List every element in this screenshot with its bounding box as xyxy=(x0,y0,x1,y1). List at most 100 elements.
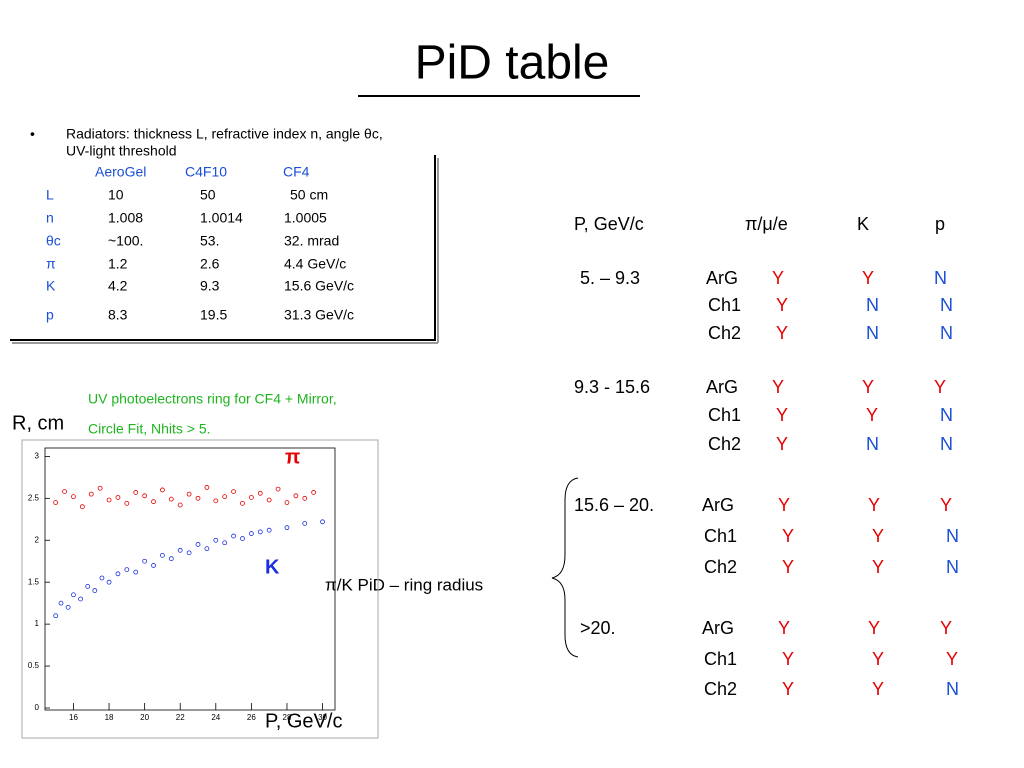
pid-cell: Y xyxy=(772,377,784,397)
point xyxy=(53,500,59,505)
pid-cell: N xyxy=(946,526,959,546)
pid-range: 9.3 - 15.6 xyxy=(574,377,650,397)
radiator-label: θc xyxy=(46,233,61,249)
point xyxy=(293,493,299,499)
radiator-label: K xyxy=(46,278,56,294)
point xyxy=(284,500,290,505)
x-tick-label: 30 xyxy=(318,713,327,722)
x-tick-label: 28 xyxy=(283,713,292,722)
radiator-cell: 50 cm xyxy=(290,187,328,203)
pid-detector: ArG xyxy=(706,377,738,397)
x-axis-label: P, GeV/c xyxy=(265,710,342,732)
point xyxy=(311,490,317,495)
pid-cell: Y xyxy=(782,526,794,546)
pid-detector: Ch2 xyxy=(708,323,741,343)
point xyxy=(124,500,130,506)
pid-cell: N xyxy=(940,434,953,454)
point xyxy=(302,521,308,526)
radiator-cell: 4.4 GeV/c xyxy=(284,256,346,272)
radiator-cell: 53. xyxy=(200,233,219,249)
pid-cell: Y xyxy=(776,434,788,454)
pid-cell: Y xyxy=(782,557,794,577)
point xyxy=(62,489,67,495)
point xyxy=(231,533,236,539)
pid-cell: N xyxy=(946,557,959,577)
point xyxy=(231,489,236,495)
point xyxy=(257,529,263,535)
pid-cell: N xyxy=(866,434,879,454)
point xyxy=(92,588,98,593)
pid-cell: Y xyxy=(778,495,790,515)
point xyxy=(106,579,112,585)
point xyxy=(177,502,183,508)
pid-cell: N xyxy=(940,405,953,425)
radiator-cell: 1.008 xyxy=(108,210,143,226)
radiator-header: CF4 xyxy=(283,164,310,180)
y-axis-label: R, cm xyxy=(12,412,64,434)
point xyxy=(266,527,272,533)
radiator-cell: 19.5 xyxy=(200,307,227,323)
pid-detector: ArG xyxy=(702,495,734,515)
pid-header: π/μ/e xyxy=(745,214,788,234)
pid-detector: Ch2 xyxy=(704,557,737,577)
plot-frame xyxy=(21,439,379,739)
point xyxy=(186,550,192,556)
pid-cell: Y xyxy=(776,295,788,315)
point xyxy=(248,495,254,500)
bullet-text: UV-light threshold xyxy=(66,143,177,159)
point xyxy=(248,531,254,536)
pid-detector: Ch2 xyxy=(708,434,741,454)
point xyxy=(302,495,308,501)
radiator-label: π xyxy=(46,256,56,272)
point xyxy=(284,525,290,531)
point xyxy=(124,567,130,573)
point xyxy=(204,485,210,490)
x-tick-label: 26 xyxy=(247,713,256,722)
point xyxy=(133,569,139,575)
brace xyxy=(551,477,579,658)
pid-cell: N xyxy=(934,268,947,288)
point xyxy=(53,613,59,619)
y-tick-label: 1.5 xyxy=(28,577,40,586)
x-tick-label: 22 xyxy=(176,713,185,722)
radiator-cell: 1.2 xyxy=(108,256,128,272)
x-tick-label: 24 xyxy=(211,713,220,722)
point xyxy=(320,519,325,525)
radiator-header: AeroGel xyxy=(95,164,146,180)
radiator-cell: ~100. xyxy=(108,233,143,249)
pid-cell: N xyxy=(946,679,959,699)
pid-cell: Y xyxy=(934,377,946,397)
pid-cell: Y xyxy=(862,268,874,288)
point xyxy=(142,558,148,564)
y-tick-label: 2.5 xyxy=(28,493,40,502)
pid-range: >20. xyxy=(580,618,616,638)
pid-cell: Y xyxy=(868,618,880,638)
plot-annotation: UV photoelectrons ring for CF4 + Mirror, xyxy=(88,391,337,407)
point xyxy=(88,491,94,497)
radiator-cell: 1.0014 xyxy=(200,210,243,226)
pid-cell: Y xyxy=(868,495,880,515)
pid-cell: Y xyxy=(778,618,790,638)
pid-header: P, GeV/c xyxy=(574,214,644,234)
x-tick-label: 18 xyxy=(105,713,114,722)
point xyxy=(58,600,64,606)
pid-header: K xyxy=(857,214,869,234)
pid-cell: Y xyxy=(872,526,884,546)
pid-detector: ArG xyxy=(702,618,734,638)
y-tick-label: 3 xyxy=(35,451,40,460)
pid-cell: Y xyxy=(772,268,784,288)
radiator-cell: 50 xyxy=(200,187,216,203)
point xyxy=(168,556,174,562)
point xyxy=(195,542,201,547)
radiator-label: L xyxy=(46,187,54,203)
point xyxy=(257,490,263,496)
y-tick-label: 2 xyxy=(35,535,40,544)
y-tick-label: 0.5 xyxy=(28,661,40,670)
point xyxy=(151,499,156,505)
pid-detector: Ch1 xyxy=(708,295,741,315)
point xyxy=(85,583,91,589)
pid-cell: Y xyxy=(862,377,874,397)
radiator-header: C4F10 xyxy=(185,164,227,180)
pid-cell: N xyxy=(866,323,879,343)
pid-cell: Y xyxy=(866,405,878,425)
